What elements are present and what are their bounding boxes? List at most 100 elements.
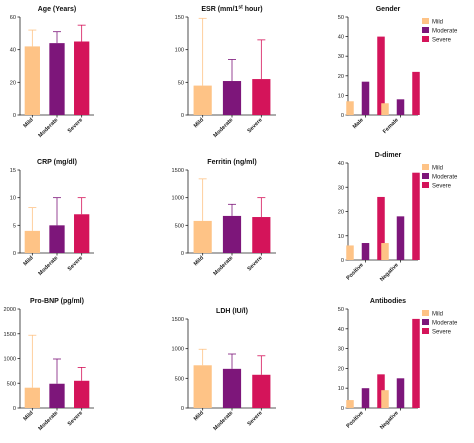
legend-swatch <box>422 182 429 188</box>
y-tick-label: 5 <box>13 223 16 229</box>
y-tick-label: 0 <box>341 406 344 412</box>
y-tick-label: 1500 <box>172 168 184 174</box>
bar-mild <box>193 220 212 253</box>
x-tick-label: Mild <box>193 410 206 423</box>
x-tick-label: Positive <box>346 410 365 429</box>
y-tick-label: 2000 <box>4 307 16 313</box>
bar-severe-female <box>412 71 420 115</box>
bar-mild-female <box>381 103 389 115</box>
y-tick-label: 0 <box>181 251 184 257</box>
y-tick-label: 10 <box>338 234 344 240</box>
y-tick-label: 0 <box>13 113 16 119</box>
y-tick-label: 500 <box>175 376 184 382</box>
x-tick-label: Mild <box>23 117 36 130</box>
bar-mild-positive <box>346 400 354 408</box>
y-tick-label: 20 <box>338 366 344 372</box>
legend-swatch <box>422 173 429 179</box>
x-tick-label: Moderate <box>38 255 60 277</box>
bar-severe <box>252 217 271 253</box>
bar-moderate <box>222 368 242 408</box>
x-tick-label: Moderate <box>213 255 235 277</box>
y-tick-label: 40 <box>10 48 16 54</box>
x-tick-label: Mild <box>193 117 206 130</box>
legend-swatch <box>422 328 429 334</box>
y-tick-label: 100 <box>175 48 184 54</box>
legend-label: Moderate <box>432 174 458 180</box>
y-tick-label: 10 <box>338 386 344 392</box>
bar-moderate-female <box>396 99 405 115</box>
y-tick-label: 0 <box>181 406 184 412</box>
panel-title: D-dimer <box>375 152 402 159</box>
bar-severe <box>252 374 271 408</box>
panel-ddimer: D-dimer 0 10 20 30 40 Positive Negative Mild Mode… <box>338 152 458 283</box>
y-tick-label: 10 <box>10 196 16 202</box>
panel-ldh: LDH (IU/l) 0 500 1000 1500 Mild Moderate Severe <box>172 308 276 432</box>
bar-severe <box>252 79 271 115</box>
bar-mild <box>24 46 40 115</box>
legend-swatch <box>422 319 429 325</box>
bar-moderate-positive <box>361 388 370 408</box>
bar-mild <box>193 85 212 115</box>
bar-mild-negative <box>381 243 389 260</box>
legend-label: Moderate <box>432 320 458 326</box>
x-tick-label: Moderate <box>38 410 60 432</box>
x-tick-label: Moderate <box>213 117 235 139</box>
y-tick-label: 50 <box>338 15 344 21</box>
panel-age: Age (Years) 0 20 40 60 Mild Moderate Severe <box>10 6 94 139</box>
x-tick-label: Negative <box>379 410 400 431</box>
x-tick-label: Positive <box>346 262 365 281</box>
x-tick-label: Severe <box>247 410 264 427</box>
x-tick-label: Severe <box>247 255 264 272</box>
legend-label: Mild <box>432 19 443 25</box>
bar-mild <box>24 387 40 408</box>
y-tick-label: 0 <box>341 113 344 119</box>
y-tick-label: 40 <box>338 161 344 167</box>
legend-label: Moderate <box>432 28 458 34</box>
x-tick-label: Mild <box>23 410 36 423</box>
x-tick-label: Moderate <box>213 410 235 432</box>
legend-swatch <box>422 18 429 24</box>
panel-title: Antibodies <box>370 298 406 305</box>
x-tick-label: Female <box>382 117 400 135</box>
panel-title: CRP (mg/dl) <box>37 159 77 166</box>
x-tick-label: Mild <box>23 255 36 268</box>
x-tick-label: Mild <box>193 255 206 268</box>
y-tick-label: 500 <box>175 223 184 229</box>
y-tick-label: 10 <box>338 93 344 99</box>
y-tick-label: 20 <box>10 80 16 86</box>
legend-label: Severe <box>432 329 452 335</box>
bar-moderate-negative <box>396 216 405 260</box>
legend-swatch <box>422 164 429 170</box>
panel-title: ESR (mm/1st hour) <box>201 5 262 14</box>
y-tick-label: 30 <box>338 185 344 191</box>
y-tick-label: 0 <box>341 258 344 264</box>
bar-moderate-negative <box>396 378 405 408</box>
panel-ferritin: Ferritin (ng/ml) 0 500 1000 1500 Mild Moderate… <box>172 159 276 277</box>
y-tick-label: 1000 <box>4 357 16 363</box>
x-tick-label: Severe <box>67 255 84 272</box>
bar-moderate-positive <box>361 243 370 260</box>
panel-title: Gender <box>376 6 401 13</box>
bar-moderate <box>222 81 242 115</box>
y-tick-label: 40 <box>338 35 344 41</box>
bar-severe-negative <box>412 172 420 260</box>
x-tick-label: Negative <box>379 262 400 283</box>
y-tick-label: 1500 <box>172 317 184 323</box>
panel-antibodies: Antibodies 0 10 20 30 40 50 Positive Negative Mil… <box>338 298 458 431</box>
bar-severe-positive <box>377 374 385 408</box>
y-tick-label: 50 <box>338 307 344 313</box>
bar-severe <box>74 41 90 115</box>
bar-severe-positive <box>377 196 385 260</box>
x-tick-label: Severe <box>247 117 264 134</box>
x-tick-label: Severe <box>67 117 84 134</box>
y-tick-label: 40 <box>338 327 344 333</box>
legend-swatch <box>422 27 429 33</box>
legend-swatch <box>422 310 429 316</box>
bar-severe <box>74 214 90 253</box>
y-tick-label: 0 <box>13 406 16 412</box>
legend-label: Mild <box>432 311 443 317</box>
legend-label: Mild <box>432 165 443 171</box>
bar-severe-negative <box>412 318 420 408</box>
y-tick-label: 30 <box>338 347 344 353</box>
